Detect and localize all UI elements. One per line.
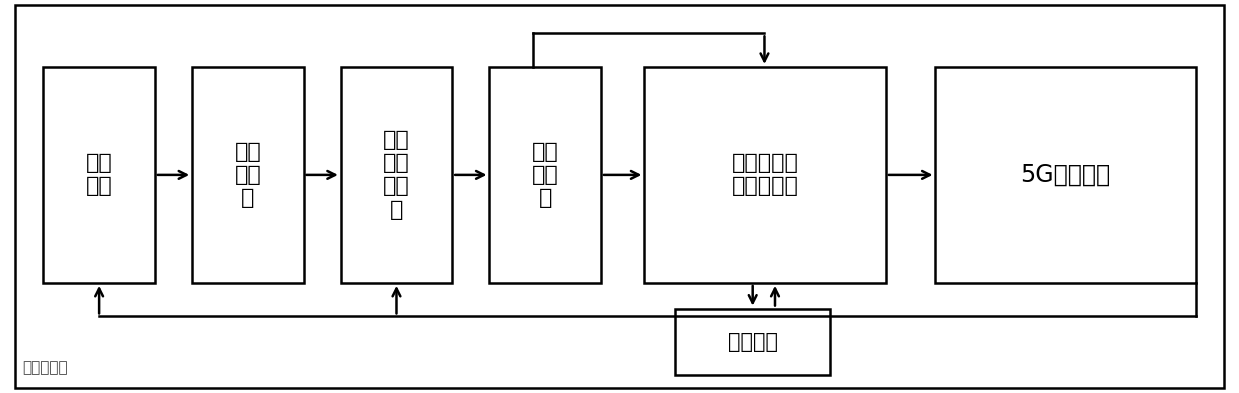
FancyBboxPatch shape bbox=[675, 309, 830, 375]
FancyBboxPatch shape bbox=[15, 5, 1224, 388]
Text: 视频
压缩
器: 视频 压缩 器 bbox=[532, 142, 559, 208]
FancyBboxPatch shape bbox=[935, 67, 1196, 283]
FancyBboxPatch shape bbox=[644, 67, 886, 283]
Text: 影像
传感
器: 影像 传感 器 bbox=[234, 142, 261, 208]
Text: 电控云台: 电控云台 bbox=[727, 332, 778, 352]
Text: 摄像机结构: 摄像机结构 bbox=[22, 360, 68, 375]
FancyBboxPatch shape bbox=[489, 67, 601, 283]
Text: 视频
处理
器信
号: 视频 处理 器信 号 bbox=[383, 130, 410, 220]
Text: 5G终端模块: 5G终端模块 bbox=[1021, 163, 1110, 187]
FancyBboxPatch shape bbox=[192, 67, 304, 283]
FancyBboxPatch shape bbox=[341, 67, 452, 283]
Text: 视频输出格
式选择开关: 视频输出格 式选择开关 bbox=[732, 153, 798, 196]
FancyBboxPatch shape bbox=[43, 67, 155, 283]
Text: 电控
镜头: 电控 镜头 bbox=[85, 153, 113, 196]
